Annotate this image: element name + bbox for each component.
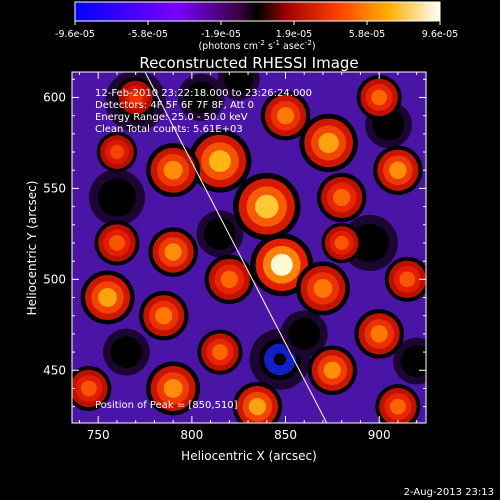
hot-spot-core [313,278,333,298]
observation-info: 12-Feb-2010 23:22:18.000 to 23:26:24.000… [95,88,312,135]
x-axis-label: Heliocentric X (arcsec) [181,449,317,463]
info-line: Clean Total counts: 5.61E+03 [95,124,243,135]
hot-spot-core [334,235,349,251]
colorbar-ticks: -9.6e-05 -5.8e-05 -1.9e-05 1.9e-05 5.8e-05 9.… [55,21,458,40]
hot-spot-core [248,397,267,416]
y-tick-label: 450 [43,363,66,377]
y-axis: 450 500 550 600 [43,78,426,408]
hot-spot-core [254,194,279,219]
hot-spot-core [371,89,388,106]
hot-spot-core [399,271,416,288]
y-tick-label: 600 [43,90,66,104]
hot-spot-core [276,106,295,125]
y-tick-label: 550 [43,181,66,195]
cold-spot [224,72,254,94]
colorbar-gradient [74,1,441,22]
heatmap-field [72,72,426,423]
hot-spot-core [98,288,118,307]
solar-limb-line [144,72,328,423]
generation-timestamp: 2-Aug-2013 23:13 [404,487,494,498]
info-line: Energy Range: 25.0 - 50.0 keV [95,112,248,123]
x-tick-label: 800 [180,428,203,442]
cold-spot [110,336,143,368]
hot-spot-core [212,344,228,360]
colorbar-tick-label: -5.8e-05 [128,29,168,40]
hot-spot-core [318,132,339,154]
cold-spot [204,217,236,250]
hot-spot-core [109,235,125,251]
info-line: Detectors: 4F 5F 6F 7F 8F, Att 0 [95,100,254,111]
cold-spot [97,178,137,217]
colorbar-units: (photons cm-2 s-1 asec-2) [198,39,315,52]
cold-spot [350,223,389,263]
hot-spot-core [270,253,293,276]
colorbar-tick-label: -9.6e-05 [55,29,95,40]
cold-spot [400,345,426,378]
cold-spot [288,317,321,350]
hot-spot-core [390,398,406,415]
hot-spot-core [155,307,173,325]
hot-spot-core [333,188,351,207]
x-tick-label: 750 [87,428,110,442]
x-tick-label: 850 [274,428,297,442]
hot-spot-core [389,161,407,179]
hot-spot-core [163,379,183,398]
cold-spot [185,81,218,114]
hot-spot-core [80,380,97,397]
hot-spot-core [128,90,143,105]
hot-spot-core [208,150,231,173]
hot-spot-core [164,243,182,261]
x-axis: 750 800 850 900 [78,72,418,442]
y-axis-label: Heliocentric Y (arcsec) [25,181,39,316]
hot-spot-core [163,160,183,180]
hot-spot-core [370,325,388,343]
plot-frame [71,71,427,424]
colorbar-tick-label: 5.8e-05 [349,29,385,40]
colorbar-tick-label: -1.9e-05 [201,29,241,40]
cold-spot-center [273,353,286,366]
info-line: 12-Feb-2010 23:22:18.000 to 23:26:24.000 [95,88,312,99]
y-tick-label: 500 [43,272,66,286]
colorbar-tick-label: 9.6e-05 [422,29,458,40]
hot-spot-core [220,270,238,288]
colorbar-tick-label: 1.9e-05 [276,29,312,40]
x-tick-label: 900 [368,428,391,442]
peak-position-label: Position of Peak = [850,510] [95,400,238,411]
hot-spot-core [323,361,342,379]
colorbar: -9.6e-05 -5.8e-05 -1.9e-05 1.9e-05 5.8e-05 9.… [55,1,458,52]
chart-title: Reconstructed RHESSI Image [139,54,358,72]
hot-spot-core [109,144,125,160]
